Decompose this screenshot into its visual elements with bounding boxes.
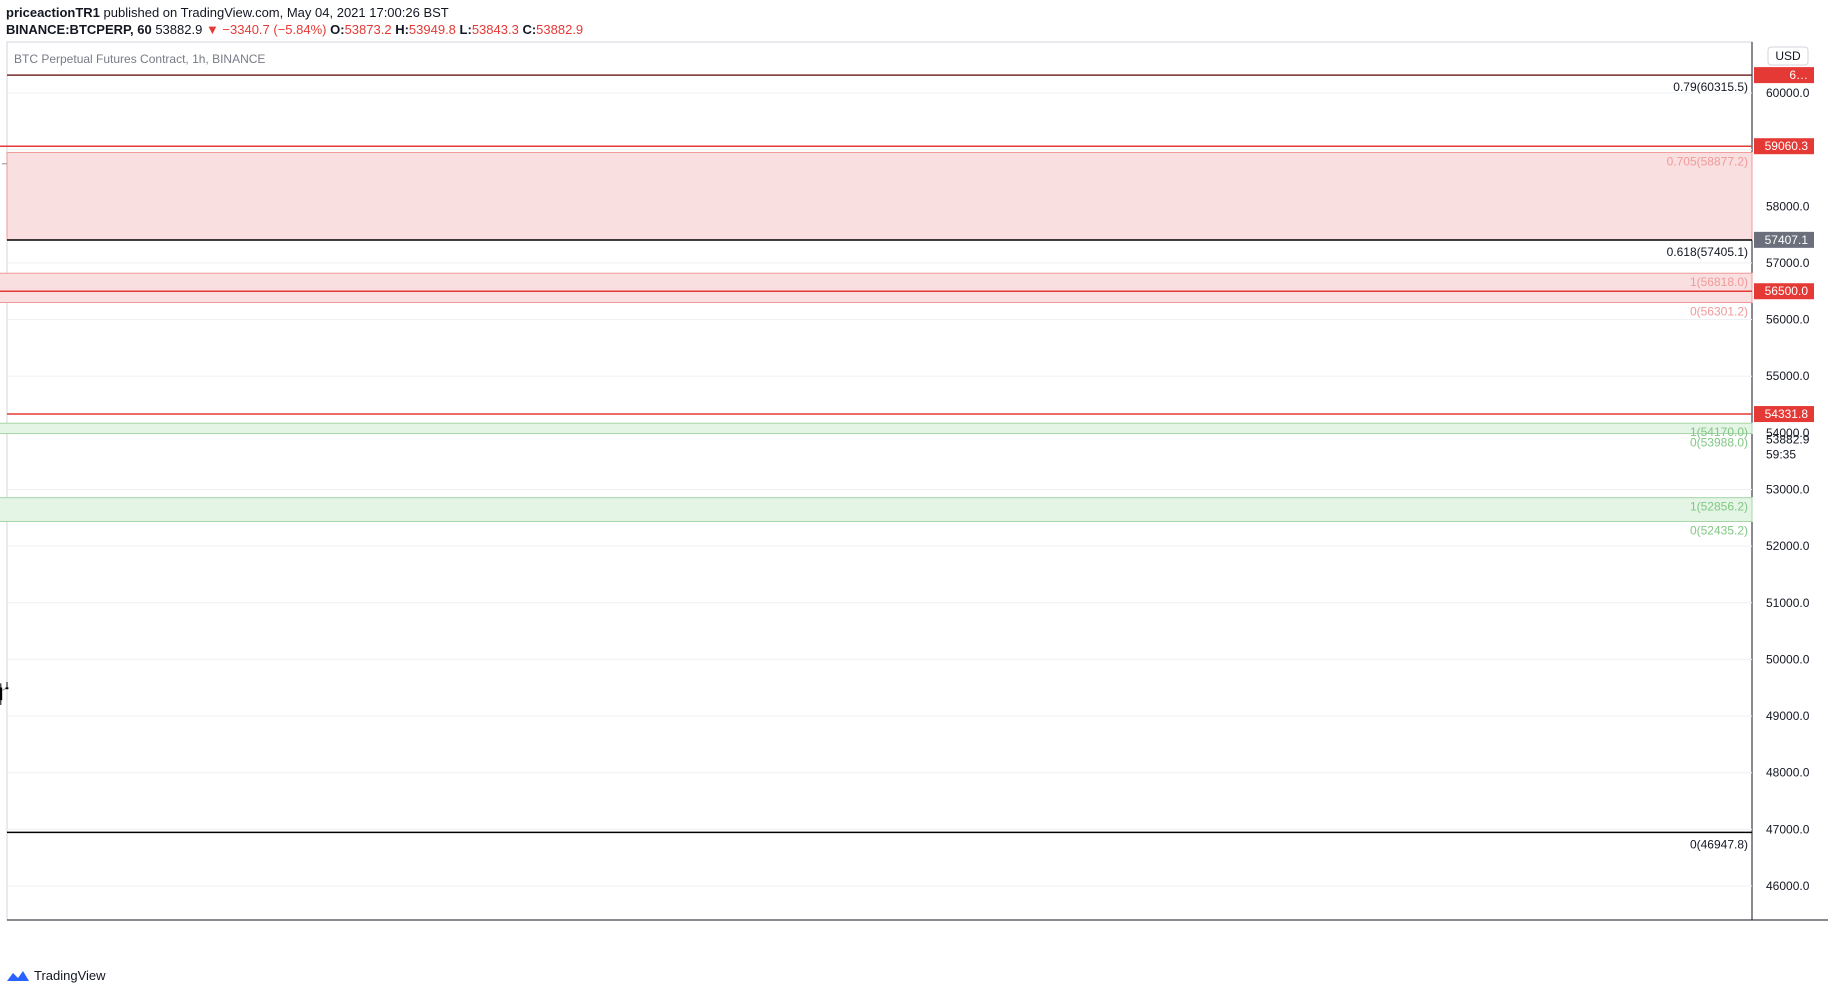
zone-label: 0.705(58877.2) (1667, 154, 1748, 168)
price-badge (1754, 231, 1814, 248)
currency-label: USD (1775, 49, 1801, 63)
price-badge-label: 54331.8 (1765, 407, 1809, 421)
y-tick-label: 47000.0 (1766, 822, 1810, 836)
open-label: O: (330, 22, 345, 37)
y-tick-label: 50000.0 (1766, 652, 1810, 666)
zone-label: 0(53988.0) (1690, 436, 1748, 450)
zone-label: 1(52856.2) (1690, 500, 1748, 514)
upper-red-zone (6, 151, 1753, 241)
y-tick-label: 46000.0 (1766, 879, 1810, 893)
countdown-label: 59:35 (1766, 447, 1796, 461)
current-price-label: 53882.9 (1766, 432, 1810, 446)
y-tick-label: 55000.0 (1766, 369, 1810, 383)
y-tick-label: 51000.0 (1766, 596, 1810, 610)
close-value: 53882.9 (536, 22, 584, 37)
y-tick-label: 57000.0 (1766, 256, 1810, 270)
ohlc-line: BINANCE:BTCPERP, 60 53882.9 ▼ −3340.7 (−… (6, 22, 583, 37)
price-badge (1754, 67, 1814, 84)
publish-text: published on TradingView.com, May 04, 20… (99, 5, 449, 20)
lower-green-zone (0, 497, 1753, 522)
level-label: 0(46947.8) (1690, 837, 1748, 851)
y-tick-label: 60000.0 (1766, 86, 1810, 100)
close-label: C: (522, 22, 537, 37)
y-tick-label: 48000.0 (1766, 766, 1810, 780)
level-label: 0.79(60315.5) (1673, 80, 1748, 94)
zone-label: 1(54170.0) (1690, 425, 1748, 439)
price-chart[interactable]: 46000.0 47000.0 48000.0 49000.0 50000.0 51000… (0, 0, 1828, 960)
price-badge (1754, 138, 1814, 155)
y-tick-label: 53000.0 (1766, 482, 1810, 496)
high-value: 53949.8 (408, 22, 456, 37)
zone-label: 0(52435.2) (1690, 523, 1748, 537)
zone-label: 1(56818.0) (1690, 275, 1748, 289)
upper-dashed-trend (0, 163, 8, 165)
price-badge-label: 59060.3 (1765, 139, 1809, 153)
upper-green-zone (0, 422, 1753, 435)
publish-line: priceactionTR1 published on TradingView.… (6, 5, 449, 20)
zone-label: 0(56301.2) (1690, 304, 1748, 318)
tradingview-footer: TradingView (6, 968, 106, 983)
y-tick-label: 49000.0 (1766, 709, 1810, 723)
mid-red-zone (0, 272, 1753, 303)
author-name[interactable]: priceactionTR1 (6, 5, 100, 20)
price-badge (1754, 406, 1814, 423)
symbol-label[interactable]: BINANCE:BTCPERP, 60 (6, 22, 152, 37)
currency-box (1767, 46, 1809, 66)
price-change: ▼ −3340.7 (−5.84%) (205, 22, 327, 37)
last-price: 53882.9 (155, 22, 203, 37)
open-value: 53873.2 (344, 22, 392, 37)
candle-body (5, 687, 9, 690)
price-badge-label: 56500.0 (1765, 284, 1809, 298)
tradingview-logo-icon (7, 970, 29, 981)
bottom-dashed-trend (0, 687, 8, 693)
price-badge-label: 57407.1 (1765, 233, 1809, 247)
footer-brand[interactable]: TradingView (34, 968, 106, 983)
level-label: 0.618(57405.1) (1667, 245, 1748, 259)
low-label: L: (459, 22, 472, 37)
y-tick-label: 52000.0 (1766, 539, 1810, 553)
price-badge-label: 6… (1789, 68, 1808, 82)
candle-body (0, 687, 3, 701)
low-value: 53843.3 (471, 22, 519, 37)
chart-title: BTC Perpetual Futures Contract, 1h, BINA… (14, 52, 265, 66)
y-tick-label: 56000.0 (1766, 313, 1810, 327)
y-tick-label: 58000.0 (1766, 199, 1810, 213)
price-badge (1754, 283, 1814, 300)
y-tick-label: 54000.0 (1766, 426, 1810, 440)
high-label: H: (395, 22, 409, 37)
